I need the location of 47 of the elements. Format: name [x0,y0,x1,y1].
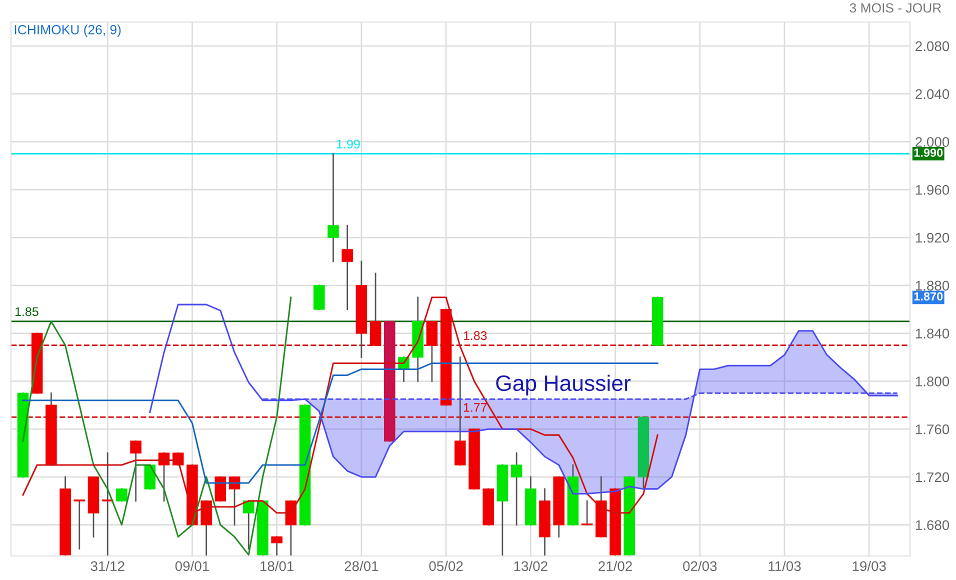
candlestick [285,500,297,556]
candlestick [144,464,156,490]
y-tick-label: 1.800 [916,376,950,386]
candlestick [130,440,142,502]
y-tick-label: 1.720 [916,472,950,482]
x-tick-label: 28/01 [344,560,378,572]
y-tick-label: 2.040 [916,89,950,100]
candlestick [426,320,438,382]
y-tick-label: 1.960 [916,184,950,195]
y-tick-label: 1.760 [916,424,950,434]
candlestick [581,500,593,526]
x-tick-label: 21/02 [598,560,632,572]
candlestick [328,153,339,262]
x-tick-label: 05/02 [429,560,463,572]
x-tick-label: 31/12 [90,560,124,572]
text: 3 MOIS - JOUR [850,3,942,13]
ref-line-label: 1.77 [464,403,487,412]
y-tick-label: 1.840 [916,328,950,338]
x-tick-label: 19/03 [852,560,886,572]
candlestick [214,476,226,502]
x-tick-label: 13/02 [514,560,548,572]
x-tick-label: 11/03 [768,560,801,572]
candlestick [271,536,282,556]
ref-line-label: 1.83 [464,331,487,340]
x-tick-label: 18/01 [260,560,294,572]
candlestick [510,452,522,526]
candlestick [102,452,114,556]
y-tick-label: 2.000 [916,137,950,147]
candlestick [313,284,325,310]
chart-subtitle: ICHIMOKU (26, 9) [14,24,121,37]
candlestick [342,224,353,310]
y-tick-label: 1.920 [916,232,950,243]
y-tick-label: 1.880 [916,280,950,291]
candlestick [116,488,128,502]
text: 1.990 [914,148,943,157]
x-tick-label: 09/01 [175,560,209,572]
ref-line-label: 1.85 [15,307,38,316]
candlestick [74,500,86,550]
annotation: Gap Haussier [496,374,631,396]
candlestick [370,272,382,346]
candlestick [242,500,254,550]
y-tick-label: 1.680 [916,520,950,530]
x-tick-label: 02/03 [683,560,717,572]
candlestick [200,500,212,556]
y-tick-label: 2.080 [916,41,950,52]
ref-line-label: 1.99 [337,140,360,148]
text: 1.870 [914,292,943,301]
